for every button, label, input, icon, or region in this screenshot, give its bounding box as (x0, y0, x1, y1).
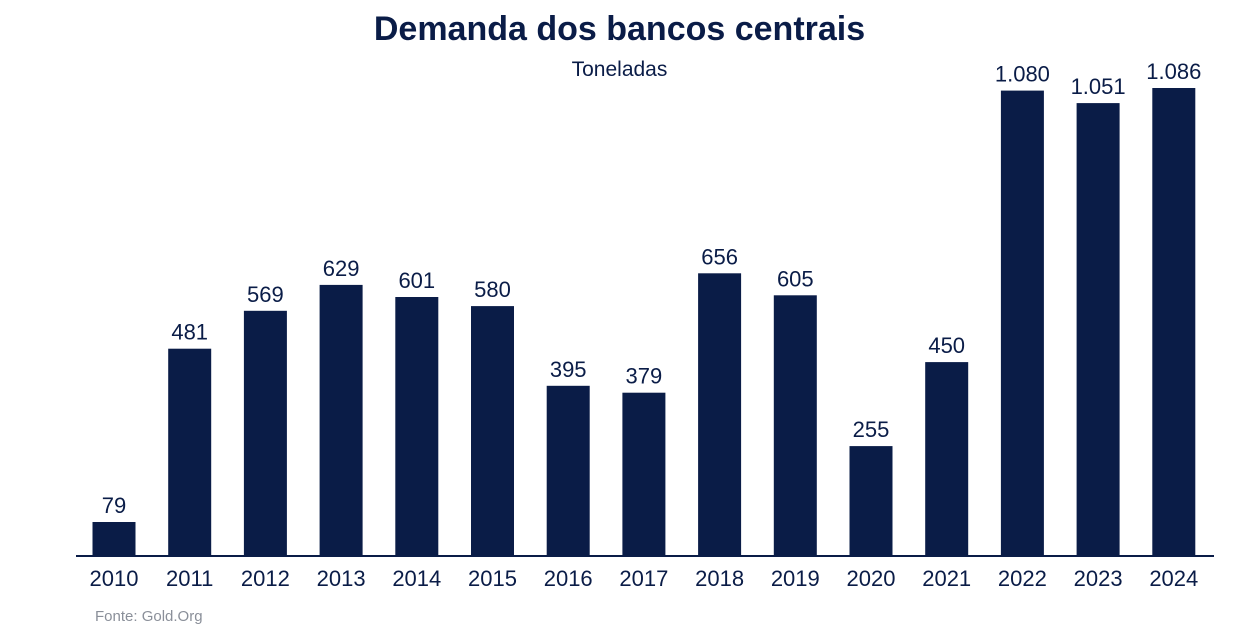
bar-2012 (243, 310, 287, 556)
data-label-2017: 379 (626, 364, 663, 389)
x-tick-label-2012: 2012 (241, 566, 290, 591)
bar-2022 (1000, 90, 1044, 556)
data-label-2024: 1.086 (1146, 59, 1201, 84)
source-note: Fonte: Gold.Org (95, 608, 203, 625)
data-label-2013: 629 (323, 256, 360, 281)
bar-2021 (925, 362, 969, 556)
data-label-2015: 580 (474, 277, 511, 302)
bar-2015 (471, 306, 514, 556)
x-tick-label-2014: 2014 (392, 566, 441, 591)
x-tick-label-2020: 2020 (847, 566, 896, 591)
bar-2024 (1152, 88, 1196, 556)
x-tick-label-2024: 2024 (1149, 566, 1198, 591)
data-label-2022: 1.080 (995, 62, 1050, 87)
data-label-2018: 656 (701, 244, 738, 269)
data-label-2023: 1.051 (1071, 74, 1126, 99)
x-tick-label-2011: 2011 (166, 566, 213, 591)
x-tick-label-2019: 2019 (771, 566, 820, 591)
x-tick-label-2015: 2015 (468, 566, 517, 591)
bar-2016 (546, 385, 590, 556)
data-label-2019: 605 (777, 266, 814, 291)
data-label-2010: 79 (102, 493, 126, 518)
bar-2010 (92, 522, 136, 556)
chart-title: Demanda dos bancos centrais (373, 10, 866, 48)
data-label-2012: 569 (247, 282, 284, 307)
x-tick-label-2021: 2021 (922, 566, 971, 591)
data-label-2021: 450 (928, 333, 965, 358)
data-label-2014: 601 (398, 268, 435, 293)
bar-2011 (168, 348, 212, 556)
data-label-2011: 481 (171, 320, 208, 345)
bar-2013 (319, 284, 363, 556)
bar-2020 (849, 446, 893, 556)
data-label-2016: 395 (550, 357, 587, 382)
bar-2019 (773, 295, 817, 556)
x-tick-label-2013: 2013 (317, 566, 366, 591)
chart-subtitle: Toneladas (571, 58, 668, 81)
x-tick-label-2017: 2017 (619, 566, 668, 591)
x-tick-label-2016: 2016 (544, 566, 593, 591)
x-tick-label-2023: 2023 (1074, 566, 1123, 591)
x-tick-label-2018: 2018 (695, 566, 744, 591)
data-label-2020: 255 (853, 417, 890, 442)
bar-2017 (622, 392, 666, 556)
bar-2014 (395, 297, 439, 556)
bar-2018 (698, 273, 742, 556)
x-tick-label-2010: 2010 (90, 566, 139, 591)
x-tick-label-2022: 2022 (998, 566, 1047, 591)
bar-2023 (1076, 103, 1120, 556)
